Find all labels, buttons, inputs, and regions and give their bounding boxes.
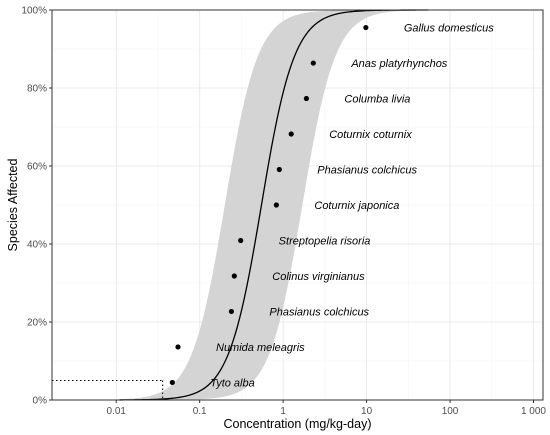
- y-axis-title: Species Affected: [6, 159, 20, 252]
- y-tick-label: 60%: [27, 162, 47, 173]
- y-tick-label: 40%: [27, 240, 47, 251]
- species-label: Columba livia: [344, 94, 410, 106]
- data-point: [276, 166, 282, 173]
- confidence-band: [78, 10, 530, 400]
- x-tick-label: 1 000: [521, 406, 546, 417]
- y-tick-label: 80%: [27, 84, 47, 95]
- y-axis-ticks: 0% 20% 40% 60% 80% 100%: [21, 6, 52, 407]
- data-point: [363, 24, 369, 31]
- x-axis-ticks: 0.01 0.1 1 10 100 1 000: [106, 400, 546, 417]
- species-label: Phasianus colchicus: [317, 165, 417, 177]
- data-point: [288, 131, 294, 137]
- species-labels: Tyto alba Numida meleagris Phasianus colch…: [210, 23, 494, 390]
- data-point: [310, 60, 316, 66]
- x-tick-label: 100: [442, 406, 459, 417]
- x-tick-label: 10: [361, 406, 373, 417]
- data-points: [169, 24, 369, 386]
- species-label: Tyto alba: [210, 377, 254, 389]
- reference-lines: [52, 380, 164, 400]
- data-point: [169, 379, 175, 386]
- y-tick-label: 0%: [33, 396, 48, 407]
- x-tick-label: 0.01: [106, 406, 126, 417]
- x-tick-label: 0.1: [193, 406, 207, 417]
- panel-border: [51, 9, 544, 401]
- species-label: Coturnix japonica: [314, 200, 399, 212]
- y-tick-label: 20%: [27, 318, 47, 329]
- data-point: [175, 344, 181, 350]
- species-label: Phasianus colchicus: [269, 306, 369, 318]
- data-point: [228, 308, 235, 315]
- data-point: [303, 95, 309, 102]
- data-point: [238, 237, 244, 244]
- data-point: [231, 273, 237, 279]
- data-point: [273, 202, 279, 208]
- species-label: Anas platyrhynchos: [350, 58, 447, 70]
- species-label: Streptopelia risoria: [279, 235, 371, 247]
- species-label: Coturnix coturnix: [329, 129, 412, 141]
- x-axis-title: Concentration (mg/kg-day): [224, 417, 372, 431]
- y-tick-label: 100%: [21, 6, 47, 17]
- species-label: Gallus domesticus: [404, 23, 494, 35]
- species-label: Colinus virginianus: [272, 271, 365, 283]
- species-label: Numida meleagris: [216, 342, 305, 354]
- x-tick-label: 1: [280, 406, 286, 417]
